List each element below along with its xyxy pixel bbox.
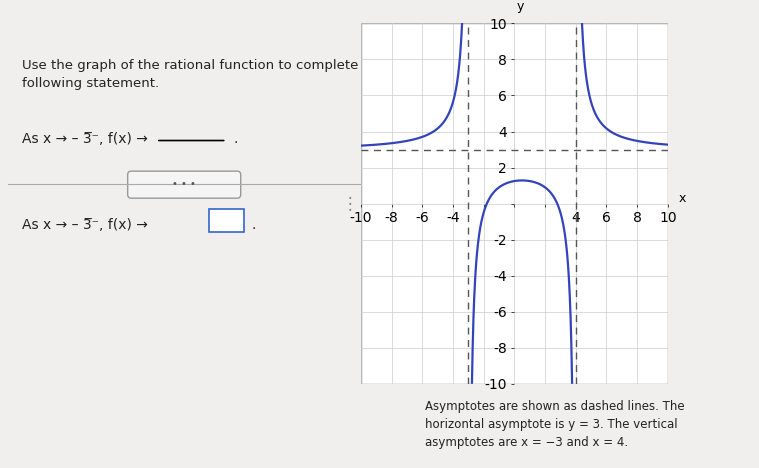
Text: Asymptotes are shown as dashed lines. The
horizontal asymptote is y = 3. The ver: Asymptotes are shown as dashed lines. Th… — [425, 400, 685, 449]
Text: • • •: • • • — [172, 180, 196, 190]
Text: x: x — [679, 192, 686, 205]
Text: As x → – 3̅⁻, f(x) →: As x → – 3̅⁻, f(x) → — [22, 218, 147, 232]
FancyBboxPatch shape — [128, 171, 241, 198]
Text: ⋮: ⋮ — [342, 195, 358, 212]
FancyBboxPatch shape — [209, 209, 244, 233]
Text: .: . — [234, 132, 238, 146]
Text: Use the graph of the rational function to complete the
following statement.: Use the graph of the rational function t… — [22, 59, 384, 90]
Text: .: . — [251, 218, 256, 232]
Text: y: y — [517, 0, 524, 13]
Text: As x → – 3̅⁻, f(x) →: As x → – 3̅⁻, f(x) → — [22, 132, 147, 146]
